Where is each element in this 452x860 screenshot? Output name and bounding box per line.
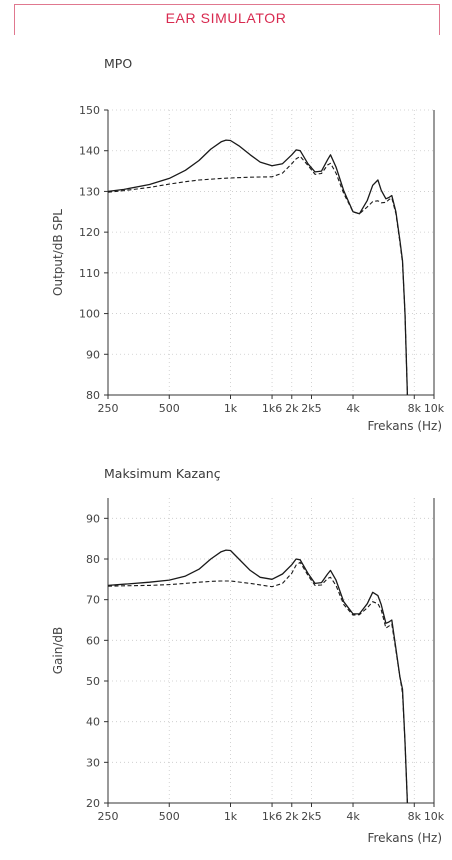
y-tick-label: 130: [79, 185, 100, 198]
x-tick-label: 2k5: [301, 402, 321, 415]
x-tick-label: 250: [98, 402, 119, 415]
y-tick-label: 20: [86, 797, 100, 810]
x-tick-label: 8k: [408, 402, 422, 415]
x-tick-label: 1k: [224, 810, 238, 823]
chart-title-max-gain: Maksimum Kazanç: [104, 466, 221, 481]
y-tick-label: 60: [86, 634, 100, 647]
x-tick-label: 250: [98, 810, 119, 823]
series-line-solid: [107, 139, 409, 396]
x-tick-label: 4k: [346, 402, 360, 415]
x-tick-label: 500: [159, 810, 180, 823]
x-tick-label: 2k: [285, 810, 299, 823]
y-axis-title: Gain/dB: [51, 627, 65, 674]
header-bar: EAR SIMULATOR: [0, 0, 452, 36]
grid-lines: [108, 498, 434, 803]
y-tick-label: 40: [86, 716, 100, 729]
y-tick-label: 80: [86, 553, 100, 566]
grid-lines: [108, 109, 434, 395]
mpo-chart: 80 90 100 110 120 130 140 150 250 500 1k 1k6 2k 2k5 4k…: [51, 104, 445, 433]
y-tick-label: 110: [79, 267, 100, 280]
x-tick-label: 8k: [408, 810, 422, 823]
y-tick-label: 30: [86, 756, 100, 769]
y-tick-label: 150: [79, 104, 100, 117]
header-title: EAR SIMULATOR: [165, 10, 287, 26]
y-tick-label: 90: [86, 348, 100, 361]
x-tick-label: 500: [159, 402, 180, 415]
y-tick-label: 90: [86, 512, 100, 525]
x-tick-label: 10k: [424, 810, 445, 823]
x-tick-label: 1k6: [262, 402, 282, 415]
x-tick-label: 1k6: [262, 810, 282, 823]
y-tick-label: 120: [79, 226, 100, 239]
header-frame: [14, 4, 440, 35]
series-line-dashed: [107, 561, 408, 804]
series-line-solid: [107, 549, 409, 804]
y-tick-label: 140: [79, 145, 100, 158]
chart-title-mpo: MPO: [104, 56, 133, 71]
x-tick-label: 10k: [424, 402, 445, 415]
y-tick-label: 50: [86, 675, 100, 688]
series-line-dashed: [107, 155, 408, 396]
x-tick-label: 1k: [224, 402, 238, 415]
y-tick-label: 100: [79, 308, 100, 321]
x-axis-title: Frekans (Hz): [367, 419, 442, 433]
x-tick-label: 2k5: [301, 810, 321, 823]
y-tick-label: 80: [86, 389, 100, 402]
y-tick-label: 70: [86, 594, 100, 607]
y-axis-title: Output/dB SPL: [51, 209, 65, 296]
max-gain-chart: 20 30 40 50 60 70 80 90 250 500 1k 1k6 2k 2k5 4k 8k 10k F…: [51, 498, 445, 845]
x-axis-title: Frekans (Hz): [367, 831, 442, 845]
x-tick-label: 4k: [346, 810, 360, 823]
x-tick-label: 2k: [285, 402, 299, 415]
